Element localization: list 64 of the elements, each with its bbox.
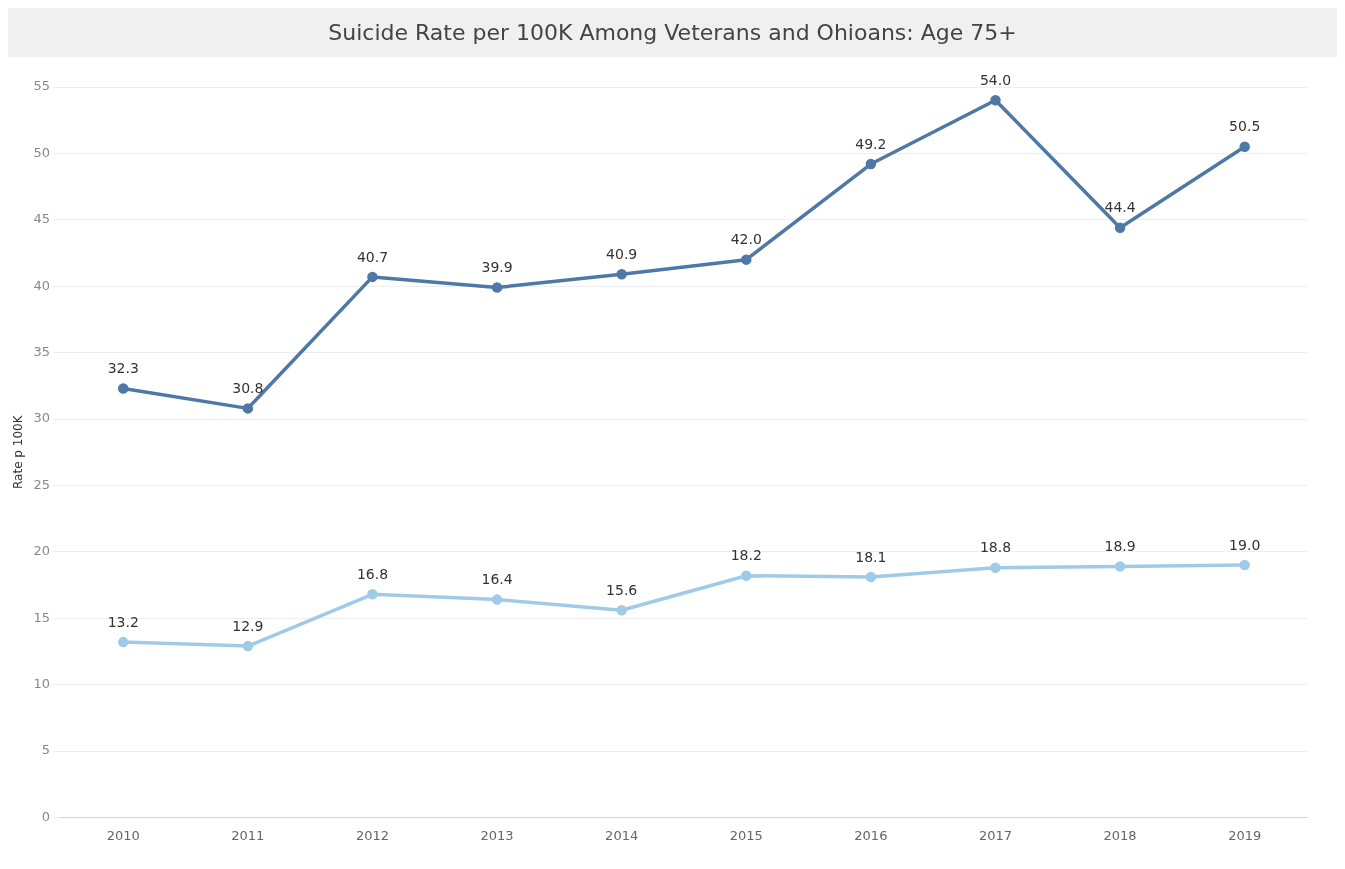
data-label: 44.4 [1104, 199, 1136, 216]
point [990, 562, 1001, 573]
x-tick-label: 2011 [231, 827, 265, 843]
data-label: 18.1 [855, 548, 887, 565]
point [1239, 141, 1250, 153]
point [118, 636, 129, 648]
point [491, 282, 503, 293]
y-tick-label: 55 [33, 78, 50, 94]
point [367, 271, 378, 283]
data-label: 50.5 [1229, 118, 1261, 135]
y-tick-label: 50 [33, 144, 50, 160]
data-label: 18.9 [1104, 538, 1136, 555]
data-label: 49.2 [855, 135, 887, 152]
point [616, 269, 627, 280]
data-label: 40.9 [606, 245, 638, 262]
x-tick-label: 2017 [978, 827, 1013, 843]
y-tick-label: 15 [33, 609, 50, 625]
y-tick-label: 30 [33, 410, 50, 426]
y-tick-label: 5 [41, 742, 50, 758]
chart-title: Suicide Rate per 100K Among Veterans and Ohioans: Age 75+ [8, 8, 1337, 57]
data-label: 16.4 [481, 571, 513, 588]
point [491, 594, 503, 605]
y-tick-label: 40 [33, 277, 50, 293]
x-tick-label: 2019 [1228, 827, 1262, 843]
x-tick-label: 2015 [729, 827, 763, 843]
x-tick-label: 2016 [854, 827, 888, 843]
data-label: 13.2 [107, 613, 139, 630]
data-label: 32.3 [107, 360, 139, 377]
y-tick-label: 20 [33, 543, 50, 559]
y-tick-label: 25 [33, 476, 50, 492]
x-tick-label: 2012 [355, 827, 389, 843]
point [1114, 561, 1126, 572]
point [741, 570, 752, 581]
x-tick-label: 2018 [1103, 827, 1137, 843]
data-label: 19.0 [1229, 536, 1261, 553]
data-label: 40.7 [356, 248, 389, 265]
y-axis-title: Rate p 100K [11, 414, 26, 489]
y-tick-label: 45 [33, 211, 50, 227]
point [242, 403, 254, 414]
point [1239, 559, 1250, 571]
data-label: 18.2 [730, 547, 762, 564]
data-label: 12.9 [232, 617, 264, 634]
y-tick-label: 10 [33, 675, 50, 691]
point [118, 383, 129, 394]
data-label: 16.8 [356, 565, 389, 582]
point [990, 95, 1001, 106]
x-tick-label: 2010 [106, 827, 140, 843]
x-tick-label: 2013 [480, 827, 514, 843]
y-tick-label: 0 [41, 808, 50, 824]
data-label: 30.8 [232, 380, 264, 397]
data-label: 42.0 [730, 231, 762, 248]
point [865, 158, 877, 170]
x-tick-label: 2014 [605, 827, 639, 843]
data-label: 15.6 [606, 581, 638, 598]
point [242, 640, 254, 652]
data-label: 54.0 [979, 71, 1012, 88]
point [367, 589, 378, 600]
data-label: 18.8 [979, 539, 1012, 556]
point [741, 254, 752, 265]
point [1114, 222, 1126, 234]
point [616, 604, 627, 616]
point [865, 571, 877, 583]
data-label: 39.9 [481, 259, 513, 276]
y-tick-label: 35 [33, 343, 50, 359]
